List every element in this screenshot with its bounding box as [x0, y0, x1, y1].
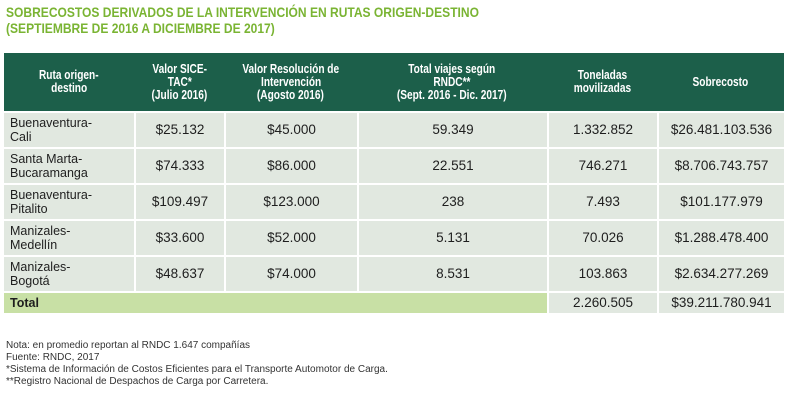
tons-cell: 70.026	[547, 219, 657, 255]
total-spacer	[134, 291, 547, 313]
table-row: Buenaventura- Pitalito $109.497 $123.000 …	[4, 183, 784, 219]
route-cell: Santa Marta- Bucaramanga	[4, 147, 134, 183]
overcost-cell: $8.706.743.757	[657, 147, 784, 183]
table-row: Santa Marta- Bucaramanga $74.333 $86.000 …	[4, 147, 784, 183]
footnotes: Nota: en promedio reportan al RNDC 1.647…	[6, 340, 388, 388]
header-trips: Total viajes según RNDC** (Sept. 2016 - …	[357, 53, 547, 111]
total-overcost-cell: $39.211.780.941	[657, 291, 784, 313]
total-tons-cell: 2.260.505	[547, 291, 657, 313]
table-row: Manizales- Medellín $33.600 $52.000 5.131…	[4, 219, 784, 255]
sicetac-cell: $25.132	[134, 111, 224, 147]
trips-cell: 22.551	[357, 147, 547, 183]
table-row: Buenaventura- Cali $25.132 $45.000 59.349…	[4, 111, 784, 147]
trips-cell: 59.349	[357, 111, 547, 147]
resolution-cell: $52.000	[224, 219, 357, 255]
note-source: Fuente: RNDC, 2017	[6, 352, 100, 363]
note-sicetac: *Sistema de Información de Costos Eficie…	[6, 364, 388, 375]
sicetac-cell: $74.333	[134, 147, 224, 183]
header-overcost: Sobrecosto	[657, 53, 784, 111]
route-cell: Buenaventura- Cali	[4, 111, 134, 147]
route-cell: Manizales- Bogotá	[4, 255, 134, 291]
title-line-1: SOBRECOSTOS DERIVADOS DE LA INTERVENCIÓN…	[6, 4, 479, 20]
route-cell: Buenaventura- Pitalito	[4, 183, 134, 219]
note-rndc: **Registro Nacional de Despachos de Carg…	[6, 376, 269, 387]
total-label: Total	[4, 291, 134, 313]
header-route: Ruta origen- destino	[4, 53, 134, 111]
overcost-cell: $101.177.979	[657, 183, 784, 219]
total-row: Total 2.260.505 $39.211.780.941	[4, 291, 784, 313]
overcost-cell: $2.634.277.269	[657, 255, 784, 291]
tons-cell: 1.332.852	[547, 111, 657, 147]
page-title: SOBRECOSTOS DERIVADOS DE LA INTERVENCIÓN…	[6, 4, 479, 36]
overcost-cell: $1.288.478.400	[657, 219, 784, 255]
overcost-cell: $26.481.103.536	[657, 111, 784, 147]
sicetac-cell: $109.497	[134, 183, 224, 219]
note-average-companies: Nota: en promedio reportan al RNDC 1.647…	[6, 340, 251, 351]
route-cell: Manizales- Medellín	[4, 219, 134, 255]
sicetac-cell: $48.637	[134, 255, 224, 291]
header-sicetac: Valor SICE- TAC* (Julio 2016)	[134, 53, 224, 111]
header-tons: Toneladas movilizadas	[547, 53, 657, 111]
table-row: Manizales- Bogotá $48.637 $74.000 8.531 1…	[4, 255, 784, 291]
resolution-cell: $45.000	[224, 111, 357, 147]
trips-cell: 5.131	[357, 219, 547, 255]
resolution-cell: $74.000	[224, 255, 357, 291]
resolution-cell: $86.000	[224, 147, 357, 183]
trips-cell: 8.531	[357, 255, 547, 291]
header-resolution: Valor Resolución de Intervención (Agosto…	[224, 53, 357, 111]
trips-cell: 238	[357, 183, 547, 219]
overcost-table: Ruta origen- destino Valor SICE- TAC* (J…	[4, 53, 784, 313]
sicetac-cell: $33.600	[134, 219, 224, 255]
title-line-2: (SEPTIEMBRE DE 2016 A DICIEMBRE DE 2017)	[6, 20, 275, 36]
tons-cell: 103.863	[547, 255, 657, 291]
tons-cell: 7.493	[547, 183, 657, 219]
tons-cell: 746.271	[547, 147, 657, 183]
table-header-row: Ruta origen- destino Valor SICE- TAC* (J…	[4, 53, 784, 111]
resolution-cell: $123.000	[224, 183, 357, 219]
